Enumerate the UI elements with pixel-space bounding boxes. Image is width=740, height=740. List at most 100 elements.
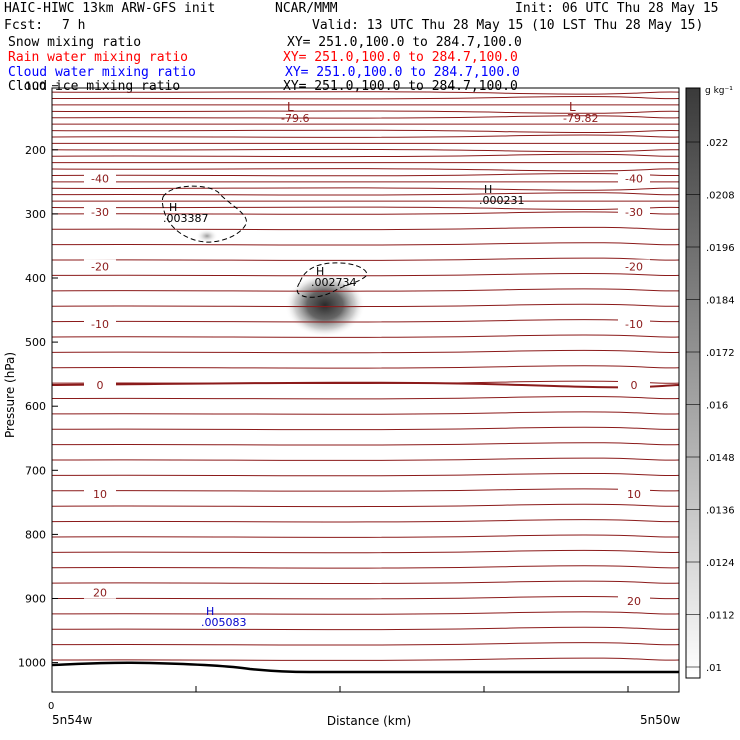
isotherm-line (52, 426, 679, 431)
extrema-markers: L -79.6 L -79.82 H .003387 H .000231 H .… (163, 100, 598, 629)
high-value: .000231 (479, 194, 525, 207)
organization-label: NCAR/MMM (275, 1, 338, 16)
isotherm-line (52, 349, 679, 354)
forecast-label: Fcst: (4, 18, 44, 33)
contour-label: 0 (97, 379, 104, 392)
field-xy-rain: XY= 251.0,100.0 to 284.7,100.0 (283, 50, 518, 65)
isotherm-line (52, 626, 679, 631)
contour-label-background (84, 378, 116, 392)
y-tick-label: 200 (25, 144, 46, 157)
contour-label-background (618, 259, 650, 273)
x-axis-label: Distance (km) (327, 714, 411, 728)
init-time: Init: 06 UTC Thu 28 May 15 (515, 1, 719, 16)
y-tick-label: 100 (25, 80, 46, 93)
isotherm-line (52, 96, 679, 100)
ice-contour-dashed (296, 262, 368, 298)
colorbar-tick-label: .022 (706, 138, 728, 149)
isotherm-line (52, 242, 679, 246)
y-tick-label: 800 (25, 528, 46, 541)
isotherm-line (52, 288, 679, 292)
cloud-ice-maximum-shading (285, 273, 365, 337)
colorbar-tick-label: .0196 (706, 243, 735, 254)
snow-contour-dashed (161, 185, 247, 243)
contour-label: 20 (93, 587, 107, 600)
high-marker: H (484, 183, 492, 196)
isotherm-line (52, 488, 679, 492)
high-value: .003387 (163, 212, 209, 225)
contour-label-background (84, 487, 116, 501)
contour-label-background (84, 585, 116, 599)
isotherm-line (52, 91, 679, 95)
isotherm-line (52, 77, 679, 79)
contour-label-background (618, 171, 650, 185)
isotherm-line (52, 129, 679, 134)
contour-label-background (618, 487, 650, 501)
isotherm-line (52, 580, 679, 584)
field-name-rain: Rain water mixing ratio (8, 50, 189, 65)
contour-label-background (84, 171, 116, 185)
isotherm-line (52, 519, 679, 523)
contour-label: 0 (631, 379, 638, 392)
colorbar-tick-label: .0208 (706, 191, 735, 202)
valid-time: Valid: 13 UTC Thu 28 May 15 (10 LST Thu … (312, 18, 704, 33)
high-value: .002734 (311, 276, 357, 289)
y-tick-label: 300 (25, 208, 46, 221)
isotherm-line (52, 153, 679, 158)
contour-label-background (84, 317, 116, 331)
x-axis (51, 686, 629, 692)
contour-labels: -40 -30 -20 -10 0 10 20 -40 -30 -20 -10 0 10 20 (84, 171, 650, 608)
terrain-line (51, 661, 679, 674)
field-name-cloud-water: Cloud water mixing ratio (8, 65, 196, 80)
low-value: -79.6 (281, 112, 309, 125)
y-tick-label: 1000 (18, 657, 46, 670)
isotherm-line (52, 206, 679, 210)
secondary-ice-shading (196, 229, 218, 243)
colorbar-tick-label: .0172 (706, 348, 735, 359)
y-tick-label: 700 (25, 464, 46, 477)
isotherm-line (52, 187, 679, 191)
contour-label-background (618, 594, 650, 608)
contour-label: -40 (91, 173, 109, 186)
x-start-tick-label: 0 (48, 701, 54, 712)
isotherm-line (52, 549, 679, 554)
isotherm-line (52, 257, 679, 261)
contour-label: -20 (625, 260, 643, 273)
model-title: HAIC-HIWC 13km ARW-GFS init (4, 1, 216, 16)
forecast-hours: 7 h (62, 18, 86, 33)
isotherm-line (52, 211, 679, 215)
isotherm-line (52, 172, 679, 177)
field-name-snow: Snow mixing ratio (8, 35, 142, 50)
low-value: -79.82 (563, 112, 598, 125)
y-tick-label: 500 (25, 336, 46, 349)
isotherm-line (52, 73, 679, 75)
colorbar-tick-label: .0112 (706, 611, 735, 622)
contour-label-background (84, 259, 116, 273)
contour-label-background (84, 204, 116, 218)
colorbar (685, 87, 701, 679)
colorbar-tick-label: .016 (706, 401, 728, 412)
field-xy-snow: XY= 251.0,100.0 to 284.7,100.0 (287, 35, 522, 50)
contour-label-background (618, 204, 650, 218)
contour-label: -10 (625, 318, 643, 331)
isotherm-line (52, 192, 679, 196)
contour-label: -40 (625, 173, 643, 186)
contour-label: -30 (91, 206, 109, 219)
contour-label-background (618, 317, 650, 331)
plot-frame (51, 87, 680, 693)
colorbar-unit: g kg⁻¹ (705, 86, 733, 96)
x-right-location-label: 5n50w (640, 713, 681, 727)
isotherm-line (52, 411, 679, 415)
isotherm-line (52, 134, 679, 138)
high-marker: H (169, 201, 177, 214)
high-marker: H (206, 605, 214, 618)
isotherm-line (52, 396, 679, 400)
contour-label: 10 (627, 488, 641, 501)
isotherm-line (52, 110, 679, 114)
contour-label: 10 (93, 488, 107, 501)
low-marker: L (287, 100, 294, 114)
colorbar-tick-label: .0148 (706, 453, 735, 464)
isotherm-line (52, 115, 679, 119)
contour-label: -10 (91, 318, 109, 331)
high-value: .005083 (201, 616, 247, 629)
